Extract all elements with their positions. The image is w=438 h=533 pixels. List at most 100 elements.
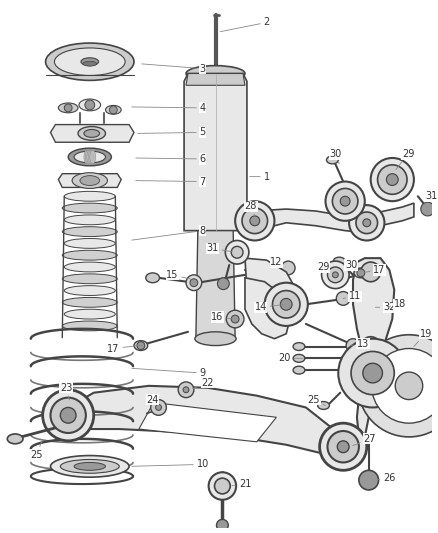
Ellipse shape [46,43,134,80]
Ellipse shape [58,103,78,113]
Text: 27: 27 [353,434,376,446]
Text: 16: 16 [212,312,233,322]
Circle shape [363,219,371,227]
Polygon shape [196,231,235,338]
Circle shape [338,338,407,407]
Circle shape [242,208,268,233]
Ellipse shape [81,58,99,66]
Text: 31: 31 [424,191,438,205]
Text: 32: 32 [375,302,396,312]
Text: 31: 31 [206,244,233,253]
Text: 14: 14 [254,302,283,312]
Ellipse shape [62,321,117,331]
Ellipse shape [326,156,338,164]
Ellipse shape [62,227,117,237]
Ellipse shape [64,309,115,319]
Circle shape [231,315,239,323]
Ellipse shape [64,215,115,225]
Circle shape [346,338,360,352]
Circle shape [328,431,359,463]
Circle shape [151,400,166,415]
Circle shape [281,261,295,275]
Polygon shape [353,258,394,437]
Circle shape [421,202,434,216]
Ellipse shape [318,401,329,409]
Circle shape [372,349,438,423]
Circle shape [351,351,394,394]
Text: 9: 9 [132,368,206,378]
Ellipse shape [195,332,236,345]
Text: 25: 25 [31,441,43,459]
Circle shape [371,158,414,201]
Ellipse shape [64,191,115,201]
Text: 30: 30 [329,149,342,164]
Polygon shape [50,125,134,142]
Circle shape [250,216,260,226]
Circle shape [178,382,194,398]
Circle shape [336,292,350,305]
Text: 18: 18 [387,300,406,309]
Polygon shape [255,209,365,232]
Circle shape [386,174,398,185]
Circle shape [64,104,72,112]
Circle shape [155,405,162,410]
Ellipse shape [80,176,99,185]
Ellipse shape [90,150,95,164]
Ellipse shape [68,148,111,166]
Ellipse shape [333,257,345,265]
Circle shape [349,205,385,240]
Circle shape [235,201,275,240]
Ellipse shape [293,354,305,362]
Text: 13: 13 [351,338,369,349]
Text: 17: 17 [364,265,386,275]
Circle shape [85,100,95,110]
Circle shape [110,106,117,114]
Circle shape [320,423,367,470]
Circle shape [363,364,382,383]
Ellipse shape [83,61,97,66]
Circle shape [358,335,438,437]
Text: 23: 23 [60,383,72,400]
Ellipse shape [106,106,121,114]
Circle shape [359,470,378,490]
Ellipse shape [60,459,119,473]
Ellipse shape [62,274,117,284]
Circle shape [332,189,358,214]
Text: 10: 10 [132,459,209,470]
Circle shape [137,342,145,350]
Text: 12: 12 [270,257,286,267]
Text: 4: 4 [132,103,206,113]
Circle shape [361,262,381,282]
Text: 17: 17 [107,343,144,353]
Text: 15: 15 [166,270,191,280]
Ellipse shape [64,286,115,295]
Ellipse shape [354,268,368,278]
Text: 1: 1 [250,172,270,182]
Circle shape [356,212,378,233]
Text: 25: 25 [307,394,325,406]
Circle shape [216,520,228,531]
Text: 29: 29 [318,262,333,275]
Ellipse shape [293,366,305,374]
Ellipse shape [146,273,159,282]
Circle shape [42,390,94,441]
Ellipse shape [134,341,148,351]
Ellipse shape [84,150,90,164]
Circle shape [265,282,308,326]
Circle shape [337,441,349,453]
Circle shape [190,279,198,287]
Ellipse shape [74,151,106,163]
Circle shape [357,269,365,277]
Ellipse shape [186,66,245,82]
Text: 2: 2 [220,18,270,31]
Circle shape [321,261,349,288]
Circle shape [186,275,202,290]
Ellipse shape [64,238,115,248]
Circle shape [378,165,407,195]
Polygon shape [367,203,414,231]
Circle shape [272,290,300,318]
Circle shape [280,298,292,310]
Circle shape [332,272,338,278]
Ellipse shape [78,126,106,140]
Ellipse shape [293,343,305,351]
